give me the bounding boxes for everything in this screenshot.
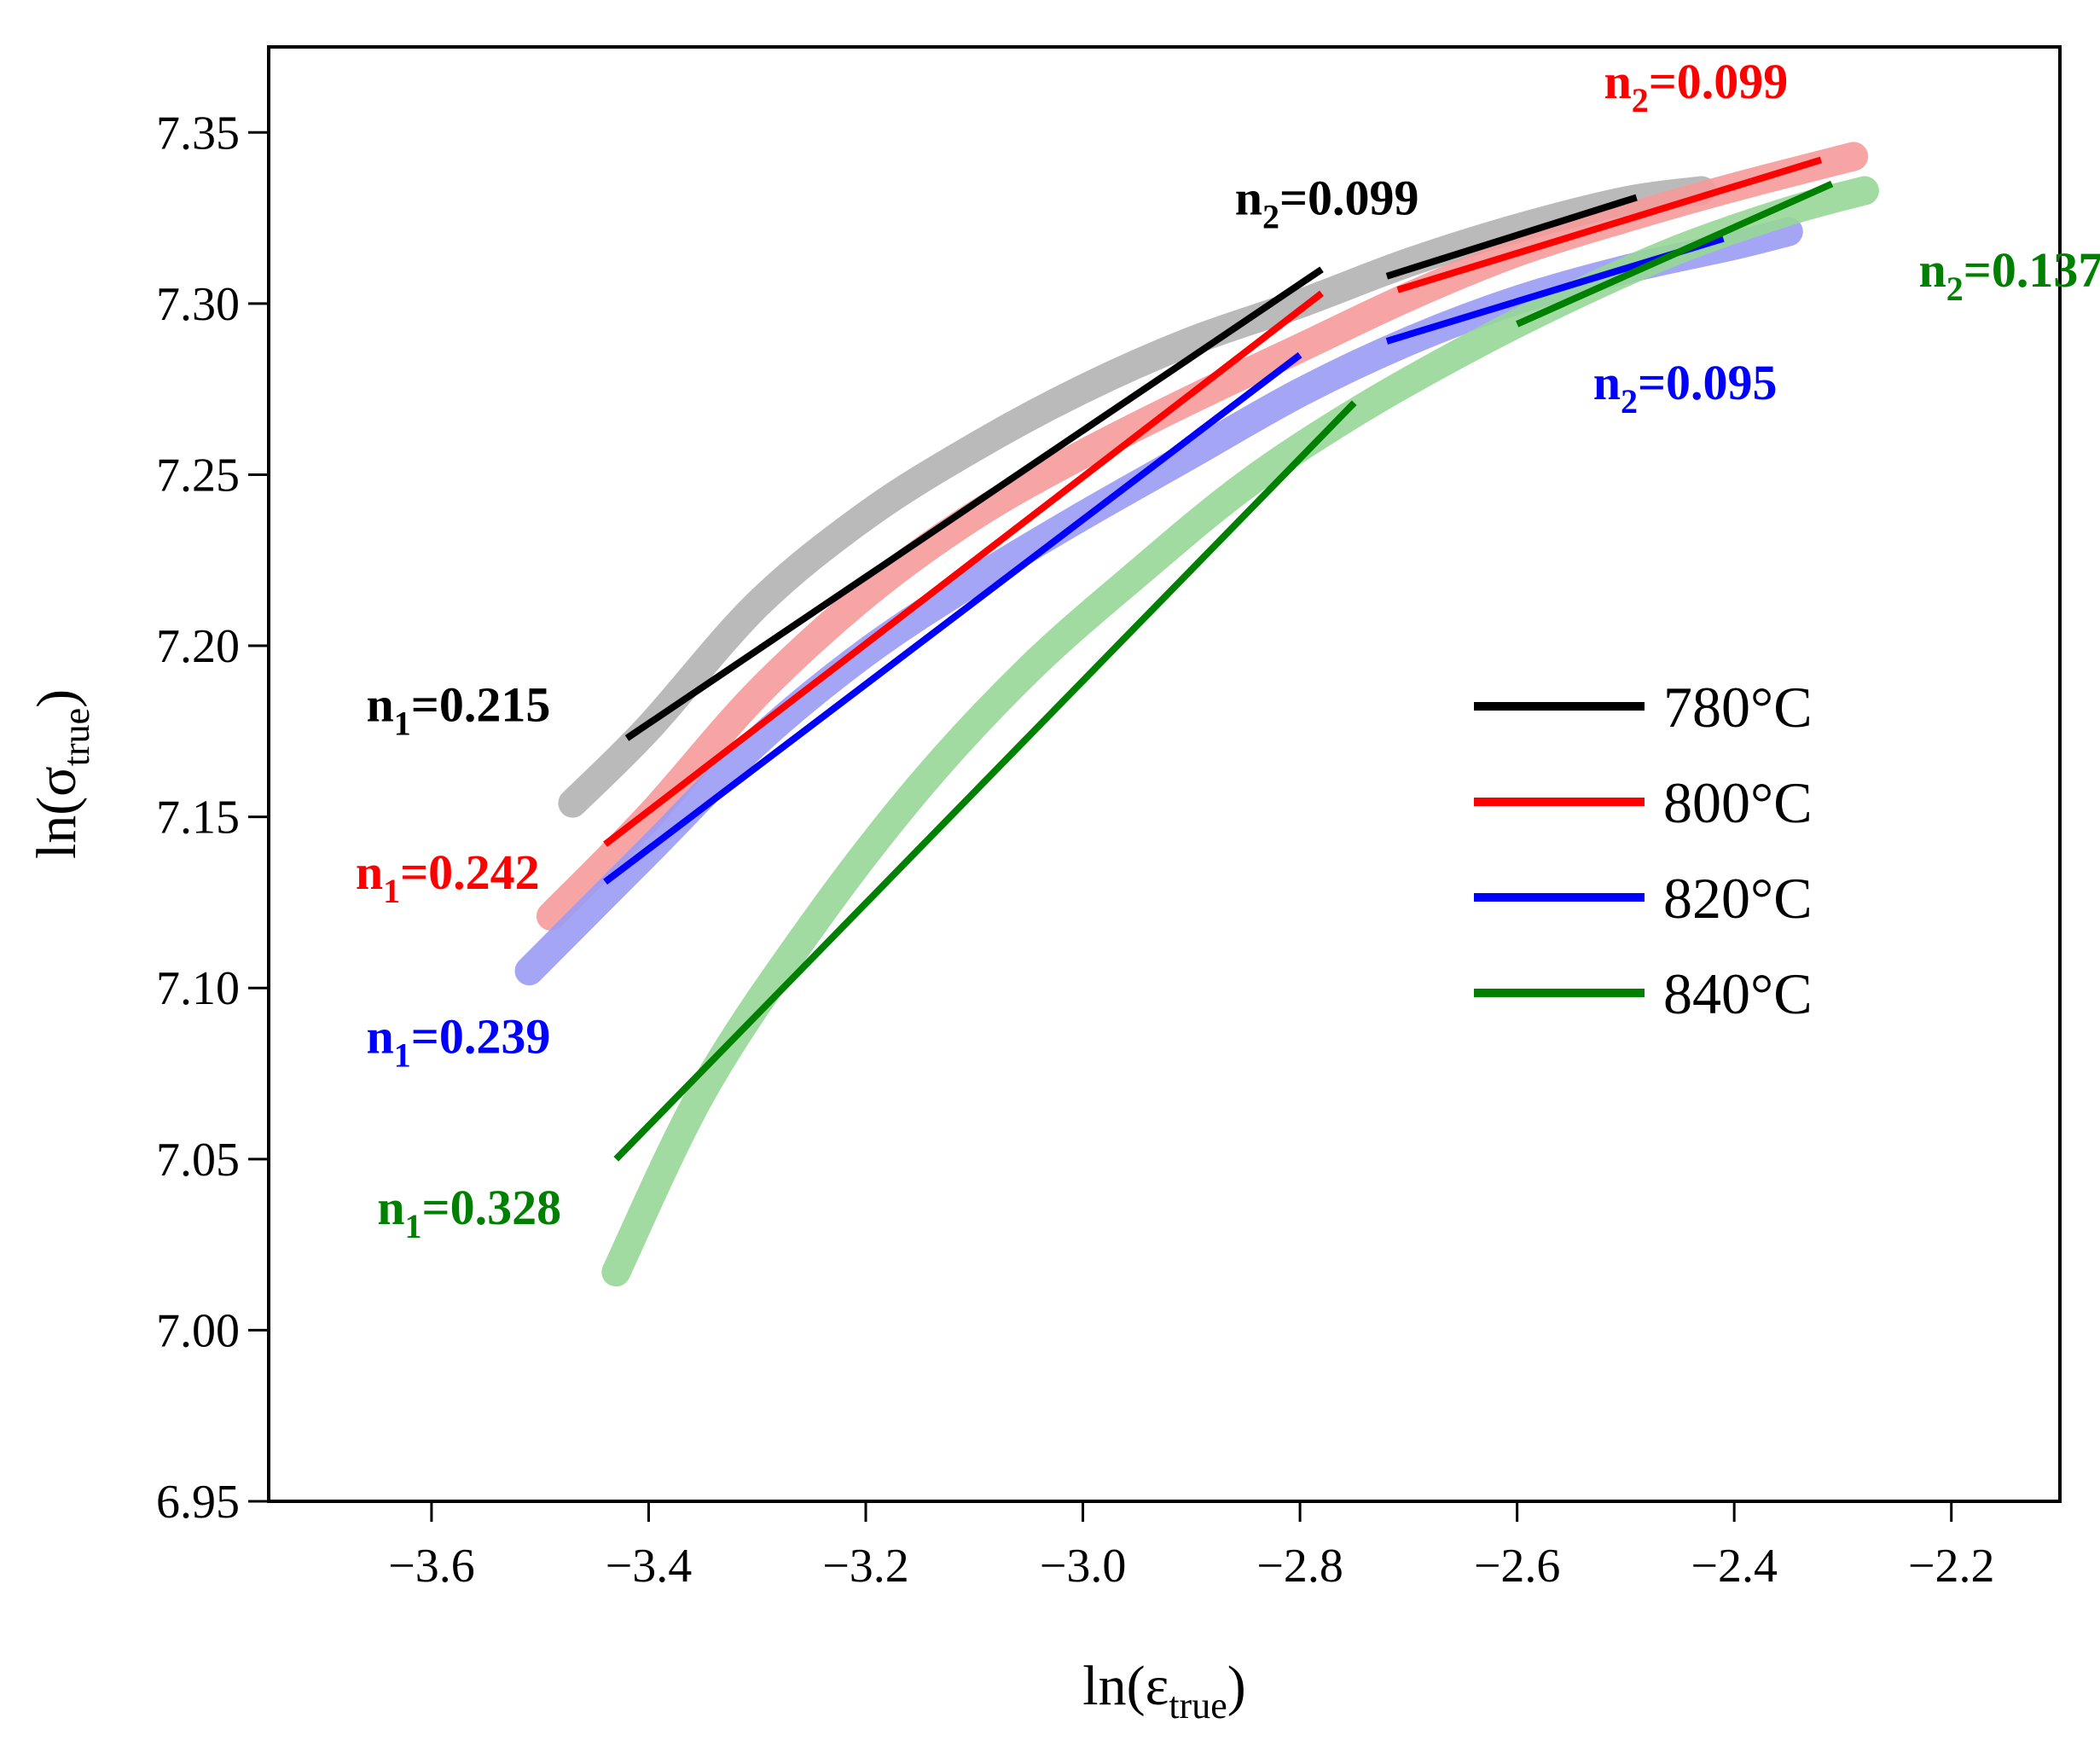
fit2-line-800c (1396, 156, 1823, 293)
n1-value: =0.239 (411, 1008, 551, 1064)
n-annotations: n1=0.215n2=0.099n1=0.242n2=0.099n1=0.239… (356, 54, 2100, 1245)
fit1-line-800c (603, 290, 1324, 847)
x-tick-label: −2.4 (1691, 1540, 1778, 1593)
plot-frame (267, 45, 2062, 1503)
y-tick-label: 7.10 (156, 962, 240, 1015)
x-axis-title-sub: true (1169, 1685, 1227, 1726)
curve-band-780c (558, 176, 1716, 818)
y-axis-title-close: ) (26, 689, 88, 708)
n2-symbol: n (1593, 355, 1621, 410)
y-axis-title: ln(σtrue) (26, 689, 97, 859)
n2-value: =0.137 (1964, 242, 2100, 298)
n1-value: =0.328 (422, 1180, 562, 1235)
n1-subscript: 1 (383, 872, 400, 910)
n2-subscript: 2 (1262, 198, 1279, 236)
n2-symbol: n (1919, 242, 1946, 298)
y-tick-label: 7.15 (156, 792, 240, 844)
y-tick-label: 7.30 (156, 278, 240, 331)
n1-subscript: 1 (405, 1207, 422, 1245)
y-tick-label: 7.35 (156, 107, 240, 160)
fit1-line-840c (613, 400, 1357, 1162)
fit1-line-820c (603, 351, 1302, 885)
x-tick-label: −3.0 (1040, 1540, 1127, 1593)
n2-value: =0.099 (1649, 54, 1789, 109)
legend: 780°C 800°C 820°C 840°C (1474, 675, 1813, 1026)
x-tick-label: −3.4 (606, 1540, 693, 1593)
y-tick-label: 7.00 (156, 1304, 240, 1357)
n2-annotation-780c: n2=0.099 (1235, 171, 1419, 236)
legend-label-780c: 780°C (1663, 675, 1813, 740)
n2-value: =0.099 (1279, 171, 1419, 226)
y-axis-title-base: ln(σ (26, 766, 88, 859)
fit2-line-780c (1385, 194, 1638, 280)
n1-subscript: 1 (394, 1036, 411, 1074)
n1-symbol: n (356, 844, 383, 900)
n1-annotation-800c: n1=0.242 (356, 844, 540, 910)
y-axis-ticks: 6.95 7.00 7.05 7.10 7.15 7.20 7.25 7.30 7.35 (156, 107, 269, 1529)
n2-symbol: n (1235, 171, 1262, 226)
n1-annotation-780c: n1=0.215 (367, 676, 551, 742)
n1-symbol: n (367, 676, 394, 732)
legend-label-820c: 820°C (1663, 866, 1813, 931)
n1-value: =0.242 (400, 844, 540, 900)
fit-lines (603, 156, 1834, 1162)
fit2-line-840c (1516, 180, 1834, 328)
n1-annotation-820c: n1=0.239 (367, 1008, 551, 1074)
x-tick-label: −2.8 (1256, 1540, 1343, 1593)
n2-annotation-820c: n2=0.095 (1593, 355, 1778, 421)
n2-subscript: 2 (1621, 382, 1638, 421)
x-axis-title-base: ln(ε (1082, 1655, 1169, 1717)
y-tick-label: 7.20 (156, 620, 240, 673)
n1-subscript: 1 (394, 704, 411, 742)
x-tick-label: −3.2 (822, 1540, 909, 1593)
x-tick-label: −2.2 (1908, 1540, 1995, 1593)
fit1-line-780c (624, 266, 1324, 741)
n1-value: =0.215 (411, 676, 551, 732)
n1-symbol: n (367, 1008, 394, 1064)
n2-subscript: 2 (1946, 270, 1964, 308)
n2-annotation-800c: n2=0.099 (1604, 54, 1788, 119)
x-axis-title: ln(εtrue) (1082, 1655, 1245, 1726)
x-axis-title-close: ) (1227, 1655, 1246, 1717)
y-axis-title-sub: true (55, 708, 97, 766)
n2-value: =0.095 (1638, 355, 1778, 410)
n2-subscript: 2 (1632, 81, 1649, 119)
n2-symbol: n (1604, 54, 1631, 109)
x-axis-ticks: −3.6 −3.4 −3.2 −3.0 −2.8 −2.6 −2.4 −2.2 (388, 1501, 1995, 1593)
x-tick-label: −3.6 (388, 1540, 475, 1593)
n1-annotation-840c: n1=0.328 (377, 1180, 561, 1245)
y-tick-label: 7.25 (156, 449, 240, 502)
n1-symbol: n (377, 1180, 404, 1235)
n2-annotation-840c: n2=0.137 (1919, 242, 2100, 308)
y-tick-label: 7.05 (156, 1134, 240, 1187)
y-tick-label: 6.95 (156, 1476, 240, 1529)
legend-label-800c: 800°C (1663, 770, 1813, 835)
legend-label-840c: 840°C (1663, 961, 1813, 1026)
x-tick-label: −2.6 (1474, 1540, 1561, 1593)
